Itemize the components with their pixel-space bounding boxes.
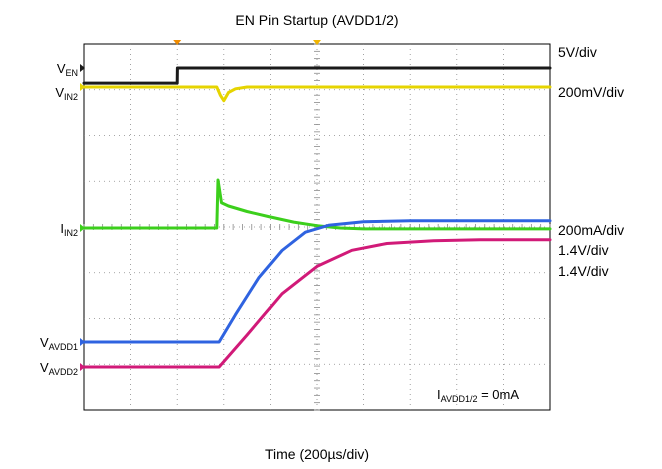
- trigger-marker-icon: [173, 40, 182, 45]
- trace-avdd2: [82, 238, 552, 369]
- channel-label-in2: VIN2: [55, 85, 78, 102]
- channel-scale-in2: 200mA/div: [558, 222, 624, 238]
- channel-label-in2: IIN2: [60, 221, 78, 238]
- channel-scale-avdd1: 1.4V/div: [558, 242, 609, 258]
- annotation-main: I: [437, 387, 441, 402]
- channel-label-main: V: [40, 335, 49, 350]
- channel-label-avdd1: VAVDD1: [40, 335, 78, 352]
- x-axis-label: Time (200µs/div): [265, 446, 369, 462]
- plot-grid: [83, 43, 551, 411]
- channel-label-main: V: [40, 360, 49, 375]
- channel-scale-en: 5V/div: [558, 44, 597, 60]
- channel-scale-in2: 200mV/div: [558, 84, 624, 100]
- channel-label-avdd2: VAVDD2: [40, 360, 78, 377]
- channel-label-sub: IN2: [64, 92, 78, 102]
- ground-marker-avdd1: [80, 338, 85, 346]
- channel-label-sub: EN: [65, 68, 78, 78]
- channel-scale-avdd2: 1.4V/div: [558, 263, 609, 279]
- ground-marker-in2: [80, 224, 85, 232]
- channel-label-main: I: [60, 221, 64, 236]
- channel-label-main: V: [55, 85, 64, 100]
- channel-label-en: VEN: [57, 61, 78, 78]
- chart-title: EN Pin Startup (AVDD1/2): [235, 12, 398, 28]
- annotation-sub: AVDD1/2: [441, 394, 478, 404]
- ground-marker-in2: [80, 83, 85, 91]
- trace-in2: [82, 178, 552, 231]
- trace-avdd1: [82, 219, 552, 344]
- ground-marker-en: [80, 64, 85, 72]
- channel-label-main: V: [57, 61, 66, 76]
- trace-en: [82, 66, 552, 85]
- annotation-current: IAVDD1/2 = 0mA: [437, 387, 519, 404]
- channel-label-sub: AVDD1: [49, 342, 78, 352]
- channel-label-sub: IN2: [64, 228, 78, 238]
- annotation-rest: = 0mA: [477, 387, 519, 402]
- channel-label-sub: AVDD2: [49, 367, 78, 377]
- trace-layer: [82, 66, 552, 369]
- trace-in2: [82, 85, 552, 103]
- marker-layer: [80, 40, 321, 371]
- center-marker-icon: [313, 40, 321, 45]
- ground-marker-avdd2: [80, 363, 85, 371]
